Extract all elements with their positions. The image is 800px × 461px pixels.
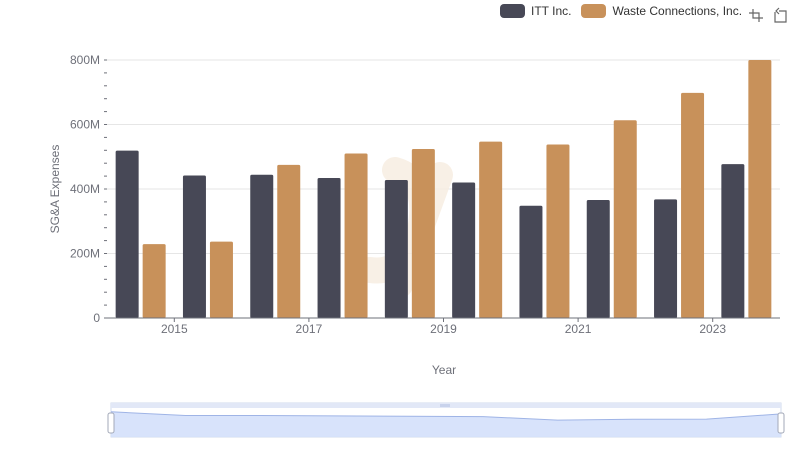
datazoom-right-handle[interactable] — [777, 412, 785, 434]
bar-waste-2022[interactable] — [681, 92, 705, 319]
datazoom-area — [111, 411, 781, 437]
legend-label-itt: ITT Inc. — [531, 4, 572, 18]
bar-itt-2017[interactable] — [317, 178, 341, 318]
x-tick-label: 2015 — [161, 322, 188, 336]
bar-itt-2014[interactable] — [115, 150, 139, 318]
datazoom-move-handle[interactable] — [440, 404, 450, 407]
datazoom-track[interactable] — [110, 402, 782, 438]
x-tick-label: 2019 — [430, 322, 457, 336]
bar-waste-2015[interactable] — [209, 241, 233, 318]
watermark-logo — [357, 157, 453, 298]
bar-itt-2022[interactable] — [654, 199, 678, 318]
bar-itt-2018[interactable] — [384, 179, 408, 318]
zoom-reset-icon[interactable] — [771, 6, 789, 24]
zoom-select-icon[interactable] — [747, 6, 765, 24]
datazoom-top-bar — [111, 403, 781, 408]
legend: ITT Inc. Waste Connections, Inc. — [500, 4, 752, 18]
legend-swatch-itt — [500, 4, 525, 18]
bar-itt-2015[interactable] — [182, 175, 206, 318]
x-axis-title: Year — [432, 363, 456, 377]
x-tick-label: 2023 — [699, 322, 726, 336]
bar-waste-2014[interactable] — [142, 244, 166, 318]
legend-swatch-waste — [581, 4, 607, 18]
y-tick-label: 400M — [70, 182, 100, 196]
bar-waste-2017[interactable] — [344, 153, 368, 318]
y-tick-label: 0 — [93, 311, 100, 325]
bar-waste-2018[interactable] — [411, 149, 435, 318]
legend-label-waste: Waste Connections, Inc. — [612, 4, 743, 18]
bar-waste-2023[interactable] — [748, 60, 772, 318]
y-tick-label: 600M — [70, 118, 100, 132]
bar-waste-2020[interactable] — [546, 144, 570, 318]
bar-waste-2021[interactable] — [613, 120, 637, 319]
bar-waste-2016[interactable] — [277, 164, 301, 318]
legend-item-waste[interactable]: Waste Connections, Inc. — [581, 4, 742, 18]
y-tick-label: 200M — [70, 247, 100, 261]
legend-item-itt[interactable]: ITT Inc. — [500, 4, 571, 18]
toolbox — [747, 6, 795, 24]
bar-itt-2016[interactable] — [250, 174, 274, 318]
bar-itt-2019[interactable] — [452, 182, 476, 318]
bar-waste-2019[interactable] — [479, 141, 503, 318]
datazoom-left-handle[interactable] — [107, 412, 115, 434]
bar-itt-2023[interactable] — [721, 164, 745, 318]
bar-itt-2020[interactable] — [519, 205, 543, 318]
datazoom-line — [110, 411, 782, 421]
bar-itt-2021[interactable] — [586, 199, 610, 318]
y-axis-title: SG&A Expenses — [48, 145, 62, 234]
x-tick-label: 2021 — [565, 322, 592, 336]
y-tick-label: 800M — [70, 53, 100, 67]
x-tick-label: 2017 — [296, 322, 323, 336]
